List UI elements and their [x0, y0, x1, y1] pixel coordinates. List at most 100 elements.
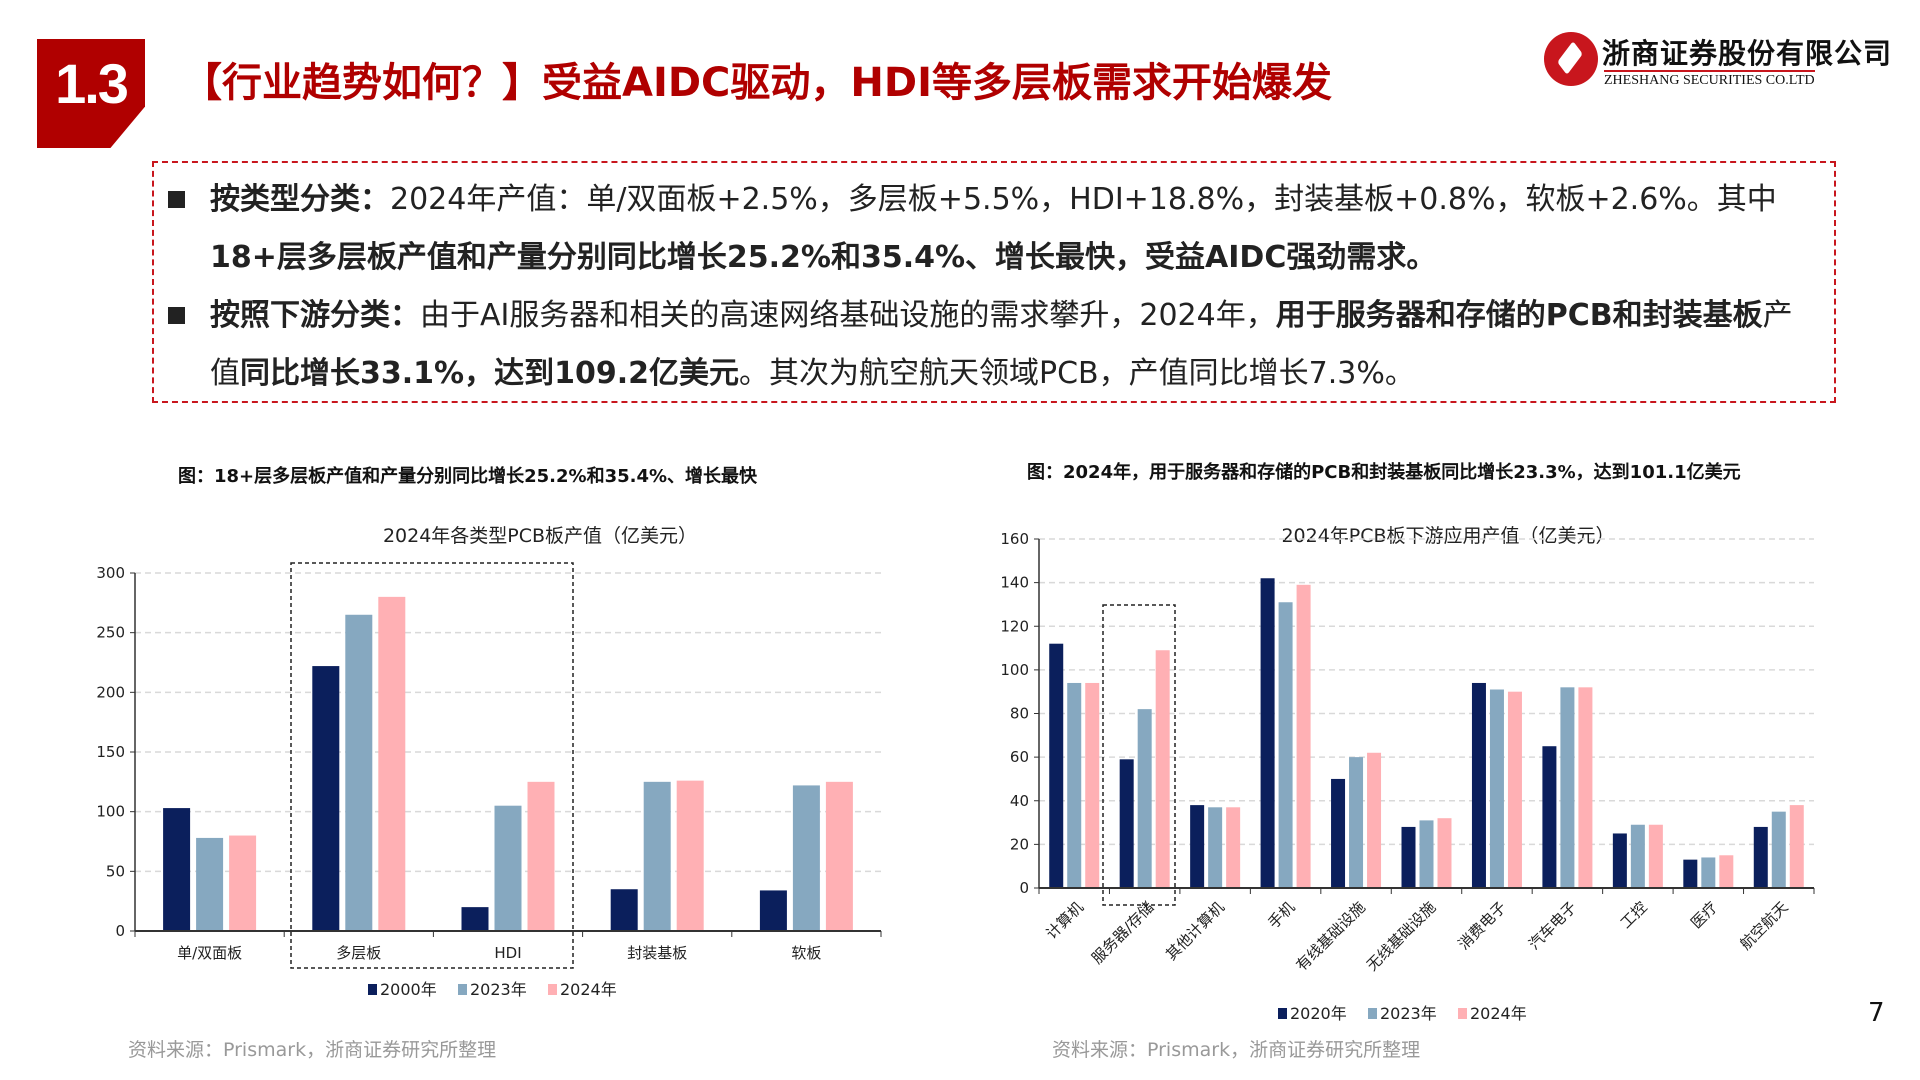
- summary-box: [152, 161, 1836, 403]
- chart-title: 2024年各类型PCB板产值（亿美元）: [383, 525, 697, 547]
- legend-label: 2023年: [470, 980, 527, 999]
- y-tick-label: 100: [1000, 661, 1029, 679]
- legend-swatch: [1458, 1008, 1467, 1019]
- bar-2024年-消费电子: [1507, 691, 1522, 888]
- x-tick-label: 服务器/存储: [1088, 898, 1157, 967]
- bar-2023年-汽车电子: [1560, 687, 1575, 888]
- left-figure-caption: 图：18+层多层板产值和产量分别同比增长25.2%和35.4%、增长最快: [178, 466, 758, 487]
- bar-2024年-计算机: [1085, 682, 1100, 888]
- bar-2024年-多层板: [378, 596, 406, 931]
- bar-2023年-有线基础设施: [1349, 757, 1364, 888]
- bar-2024年-汽车电子: [1578, 687, 1593, 888]
- bar-2023年-其他计算机: [1208, 807, 1223, 888]
- bar-2023年-HDI: [494, 805, 522, 931]
- y-tick-label: 0: [115, 922, 125, 940]
- legend-label: 2020年: [1290, 1004, 1347, 1023]
- y-tick-label: 140: [1000, 574, 1029, 592]
- bar-2020年-服务器/存储: [1119, 759, 1134, 888]
- bullet-icon: [168, 307, 185, 324]
- bar-2000年-软板: [759, 890, 787, 931]
- x-tick-label: 其他计算机: [1162, 898, 1228, 964]
- bar-2020年-计算机: [1049, 643, 1064, 888]
- section-number-badge: 1.3: [37, 39, 145, 148]
- x-tick-label: 多层板: [336, 944, 381, 962]
- x-tick-label: 消费电子: [1455, 898, 1510, 953]
- bar-2000年-封装基板: [610, 889, 638, 931]
- y-tick-label: 60: [1010, 748, 1029, 766]
- bar-2024年-有线基础设施: [1367, 752, 1382, 888]
- bar-2023年-手机: [1278, 602, 1293, 888]
- right-figure-caption: 图：2024年，用于服务器和存储的PCB和封装基板同比增长23.3%，达到101…: [1027, 462, 1741, 483]
- x-tick-label: 汽车电子: [1525, 898, 1580, 953]
- y-tick-label: 300: [96, 564, 125, 582]
- bar-2023年-封装基板: [643, 781, 671, 931]
- bar-2024年-服务器/存储: [1155, 650, 1170, 888]
- text-segment: 2024年产值：单/双面板+2.5%，多层板+5.5%，HDI+18.8%，封装…: [390, 182, 1777, 217]
- bar-2020年-其他计算机: [1190, 805, 1205, 888]
- bar-2024年-工控: [1648, 824, 1663, 888]
- bar-2020年-无线基础设施: [1401, 826, 1416, 888]
- bar-2020年-有线基础设施: [1331, 778, 1346, 888]
- bar-2023年-单/双面板: [196, 837, 224, 931]
- bar-2023年-无线基础设施: [1419, 820, 1434, 888]
- y-tick-label: 80: [1010, 705, 1029, 723]
- logo-name-cn: 浙商证券股份有限公司: [1602, 37, 1893, 70]
- legend-label: 2024年: [560, 980, 617, 999]
- bar-2024年-封装基板: [676, 780, 704, 931]
- text-segment: 。其次为航空航天领域PCB，产值同比增长7.3%。: [738, 356, 1415, 391]
- y-tick-label: 250: [96, 624, 125, 642]
- page-title: 【行业趋势如何？】受益AIDC驱动，HDI等多层板需求开始爆发: [182, 60, 1332, 106]
- y-tick-label: 100: [96, 803, 125, 821]
- legend-label: 2023年: [1380, 1004, 1437, 1023]
- legend-swatch: [1278, 1008, 1287, 1019]
- company-logo: 浙商证券股份有限公司 ZHESHANG SECURITIES CO.LTD: [1544, 32, 1891, 92]
- y-tick-label: 200: [96, 683, 125, 701]
- x-tick-label: 封装基板: [627, 944, 687, 962]
- bar-2024年-无线基础设施: [1437, 818, 1452, 888]
- bar-2024年-单/双面板: [229, 835, 257, 931]
- y-tick-label: 160: [1000, 530, 1029, 548]
- x-tick-label: 无线基础设施: [1363, 898, 1439, 974]
- legend-label: 2000年: [380, 980, 437, 999]
- left-figure-source: 资料来源：Prismark，浙商证券研究所整理: [128, 1039, 497, 1061]
- x-tick-label: 单/双面板: [177, 944, 242, 962]
- bar-2024年-其他计算机: [1226, 807, 1241, 888]
- legend-swatch: [458, 984, 467, 995]
- bar-2024年-航空航天: [1789, 805, 1804, 888]
- legend-swatch: [368, 984, 377, 995]
- y-tick-label: 40: [1010, 792, 1029, 810]
- bar-2023年-计算机: [1067, 682, 1082, 888]
- chart-title: 2024年PCB板下游应用产值（亿美元）: [1281, 525, 1614, 547]
- bar-2020年-汽车电子: [1542, 746, 1557, 888]
- y-tick-label: 20: [1010, 835, 1029, 853]
- x-tick-label: 医疗: [1687, 898, 1721, 932]
- summary-paragraph-type: 按类型分类：2024年产值：单/双面板+2.5%，多层板+5.5%，HDI+18…: [210, 171, 1820, 287]
- bar-2020年-工控: [1612, 833, 1627, 888]
- x-tick-label: 工控: [1617, 898, 1651, 932]
- y-tick-label: 120: [1000, 617, 1029, 635]
- bar-2000年-单/双面板: [163, 808, 191, 931]
- bar-2024年-手机: [1296, 584, 1311, 888]
- highlight-box: [1102, 604, 1176, 906]
- logo-mark-icon: [1544, 32, 1598, 86]
- x-tick-label: 手机: [1264, 898, 1298, 932]
- bar-2020年-医疗: [1683, 859, 1698, 888]
- text-segment: 用于服务器和存储的PCB和封装基板: [1275, 298, 1763, 333]
- bar-2023年-消费电子: [1489, 689, 1504, 888]
- legend-swatch: [548, 984, 557, 995]
- x-tick-label: 有线基础设施: [1292, 898, 1368, 974]
- bar-2000年-HDI: [461, 907, 489, 931]
- bar-2024年-软板: [825, 781, 853, 931]
- text-segment: 按照下游分类：: [210, 298, 420, 333]
- text-segment: 按类型分类：: [210, 182, 390, 217]
- x-tick-label: 计算机: [1042, 898, 1087, 943]
- bar-2000年-多层板: [312, 666, 340, 931]
- bullet-icon: [168, 191, 185, 208]
- x-tick-label: 软板: [791, 944, 821, 962]
- y-tick-label: 0: [1019, 879, 1029, 897]
- bar-2023年-软板: [792, 785, 820, 931]
- text-segment: 由于AI服务器和相关的高速网络基础设施的需求攀升，2024年，: [420, 298, 1276, 333]
- right-figure-source: 资料来源：Prismark，浙商证券研究所整理: [1052, 1039, 1421, 1061]
- bar-2020年-手机: [1260, 578, 1275, 888]
